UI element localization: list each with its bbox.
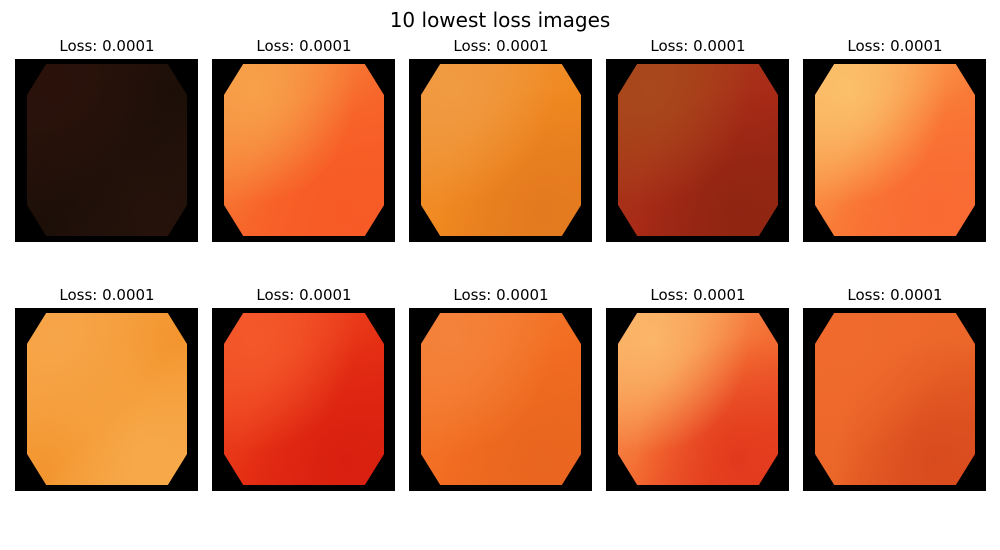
octagon-image-region [618, 64, 778, 236]
image-panel: Loss: 0.0001 [606, 36, 790, 276]
octagon-image-region [815, 313, 975, 485]
panel-loss-label: Loss: 0.0001 [59, 286, 155, 304]
panel-loss-label: Loss: 0.0001 [256, 37, 352, 55]
image-panel: Loss: 0.0001 [212, 36, 396, 276]
thumbnail-image [212, 308, 395, 491]
octagon-image-region [224, 64, 384, 236]
image-panel: Loss: 0.0001 [212, 285, 396, 525]
image-panel: Loss: 0.0001 [409, 36, 593, 276]
panel-loss-label: Loss: 0.0001 [847, 37, 943, 55]
thumbnail-image [409, 308, 592, 491]
panel-loss-label: Loss: 0.0001 [453, 37, 549, 55]
thumbnail-image [212, 59, 395, 242]
octagon-image-region [224, 313, 384, 485]
image-panel: Loss: 0.0001 [15, 285, 199, 525]
image-panel: Loss: 0.0001 [803, 285, 987, 525]
octagon-image-region [421, 313, 581, 485]
image-panel: Loss: 0.0001 [409, 285, 593, 525]
panel-loss-label: Loss: 0.0001 [256, 286, 352, 304]
octagon-image-region [27, 64, 187, 236]
thumbnail-image [15, 308, 198, 491]
thumbnail-image [409, 59, 592, 242]
image-panel: Loss: 0.0001 [15, 36, 199, 276]
thumbnail-image [606, 308, 789, 491]
octagon-image-region [27, 313, 187, 485]
panel-loss-label: Loss: 0.0001 [650, 286, 746, 304]
image-panel: Loss: 0.0001 [606, 285, 790, 525]
panel-loss-label: Loss: 0.0001 [650, 37, 746, 55]
thumbnail-image [606, 59, 789, 242]
panel-loss-label: Loss: 0.0001 [59, 37, 155, 55]
thumbnail-image [15, 59, 198, 242]
octagon-image-region [815, 64, 975, 236]
figure-title: 10 lowest loss images [389, 8, 611, 32]
panel-loss-label: Loss: 0.0001 [847, 286, 943, 304]
image-panel: Loss: 0.0001 [803, 36, 987, 276]
thumbnail-image [803, 308, 986, 491]
panel-loss-label: Loss: 0.0001 [453, 286, 549, 304]
octagon-image-region [421, 64, 581, 236]
octagon-image-region [618, 313, 778, 485]
thumbnail-image [803, 59, 986, 242]
